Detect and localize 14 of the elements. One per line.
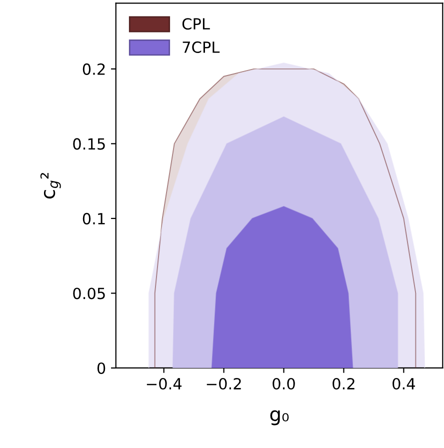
legend-label: CPL (182, 18, 210, 30)
y-tick-label: 0.15 (73, 138, 105, 150)
y-tick-label: 0 (97, 362, 106, 374)
x-tick-label: −0.2 (206, 378, 241, 390)
x-tick-label: 0.2 (332, 378, 354, 390)
x-axis-title: g₀ (270, 410, 289, 426)
x-tick-label: −0.4 (146, 378, 182, 390)
x-tick-label: 0.4 (392, 378, 415, 390)
y-tick-label: 0.05 (73, 288, 105, 300)
y-axis-title: c$_{g}$² (40, 172, 61, 198)
y-tick-label: 0.2 (82, 63, 105, 75)
y-tick-label: 0.1 (82, 212, 105, 224)
x-tick-label: 0.0 (272, 378, 295, 390)
legend-label: 7CPL (182, 41, 220, 53)
